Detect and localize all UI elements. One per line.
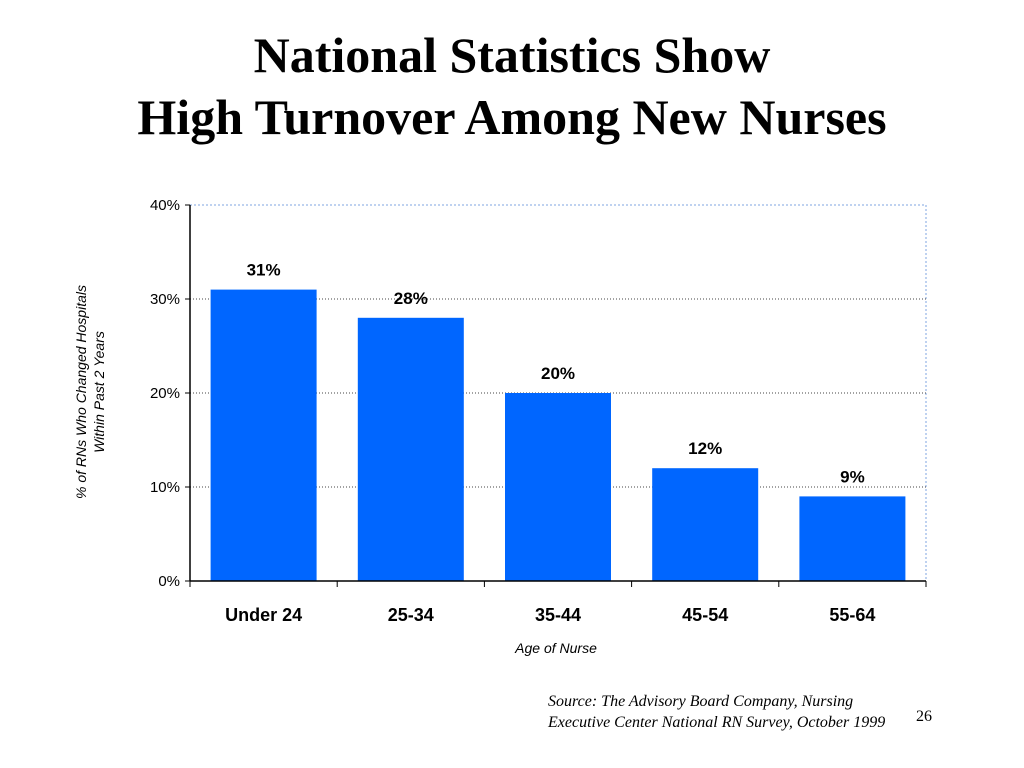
x-tick-label: 25-34 [388,605,434,625]
x-tick-label: 55-64 [829,605,875,625]
bar [505,393,611,581]
slide-title: National Statistics Show High Turnover A… [0,24,1024,148]
y-tick-label: 10% [150,479,180,496]
source-note: Source: The Advisory Board Company, Nurs… [548,691,988,733]
y-tick-label: 0% [158,573,180,590]
data-label: 28% [394,289,428,308]
page-number: 26 [916,708,932,725]
bar [210,289,317,581]
bar [357,317,464,581]
y-axis-title-line-2: Within Past 2 Years [91,331,107,453]
y-tick-label: 20% [150,385,180,402]
x-tick-label: Under 24 [225,605,302,625]
data-label: 31% [247,261,281,280]
slide-title-line-2: High Turnover Among New Nurses [137,89,887,145]
y-tick-label: 30% [150,291,180,308]
x-axis-title: Age of Nurse [515,640,597,656]
source-note-line-1: Source: The Advisory Board Company, Nurs… [548,693,854,710]
source-note-line-2: Executive Center National RN Survey, Oct… [548,714,886,731]
x-tick-label: 35-44 [535,605,581,625]
bar [652,468,759,581]
slide-title-line-1: National Statistics Show [253,27,771,83]
data-label: 20% [541,364,575,383]
y-axis-title-line-1: % of RNs Who Changed Hospitals [73,285,89,499]
data-label: 12% [688,439,722,458]
y-axis-title: % of RNs Who Changed Hospitals Within Pa… [72,232,108,552]
bar [799,496,906,581]
data-label: 9% [840,467,865,486]
x-tick-label: 45-54 [682,605,728,625]
y-tick-label: 40% [150,197,180,214]
